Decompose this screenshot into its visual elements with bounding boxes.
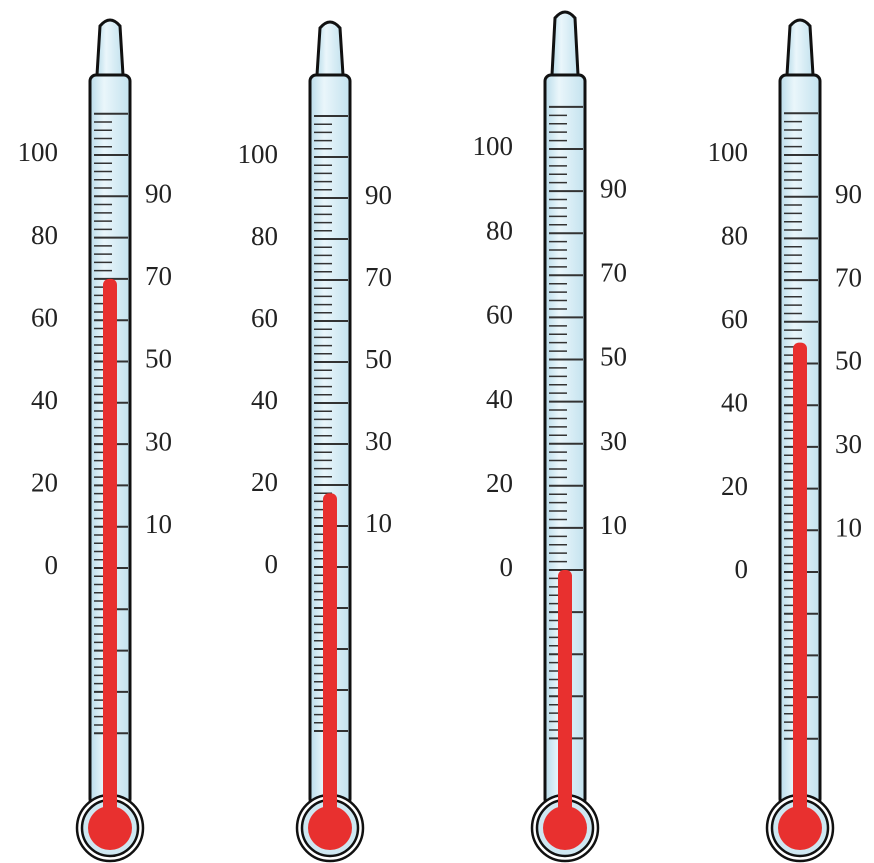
left-scale-label: 100 bbox=[473, 131, 514, 161]
left-scale-label: 100 bbox=[18, 137, 59, 167]
thermometer-cap bbox=[317, 22, 343, 75]
left-scale-label: 80 bbox=[721, 221, 748, 251]
right-scale-label: 30 bbox=[600, 426, 627, 456]
left-scale-label: 20 bbox=[251, 467, 278, 497]
right-scale-label: 30 bbox=[365, 426, 392, 456]
right-scale-label: 30 bbox=[835, 429, 862, 459]
thermometer: 100 80 60 40 20 0 90 70 50 30 10 bbox=[473, 12, 628, 861]
right-scale-label: 90 bbox=[835, 179, 862, 209]
left-scale-label: 100 bbox=[238, 139, 279, 169]
thermometer-cap bbox=[787, 20, 813, 75]
left-scale-label: 40 bbox=[251, 385, 278, 415]
left-scale-label: 0 bbox=[500, 552, 514, 582]
page: 1008060402009070503010100806040200907050… bbox=[0, 0, 874, 863]
left-scale-label: 20 bbox=[31, 468, 58, 498]
thermometer-cap bbox=[552, 12, 578, 75]
liquid-column bbox=[558, 570, 572, 820]
bulb-liquid bbox=[308, 806, 352, 850]
left-scale-label: 20 bbox=[486, 468, 513, 498]
thermometer: 100 80 60 40 20 0 90 70 50 30 10 bbox=[18, 20, 173, 861]
left-scale-label: 100 bbox=[708, 137, 749, 167]
left-scale-label: 80 bbox=[31, 220, 58, 250]
left-scale-label: 60 bbox=[251, 303, 278, 333]
thermometer: 100 80 60 40 20 0 90 70 50 30 10 bbox=[238, 22, 393, 861]
thermometer-figure: 1008060402009070503010100806040200907050… bbox=[0, 0, 874, 863]
left-scale-label: 0 bbox=[45, 550, 59, 580]
liquid-column bbox=[793, 343, 807, 820]
right-scale-label: 10 bbox=[600, 510, 627, 540]
liquid-column bbox=[323, 493, 337, 820]
right-scale-label: 70 bbox=[365, 262, 392, 292]
right-scale-label: 70 bbox=[835, 262, 862, 292]
liquid-column bbox=[103, 279, 117, 820]
right-scale-label: 70 bbox=[145, 261, 172, 291]
right-scale-label: 90 bbox=[145, 179, 172, 209]
left-scale-label: 80 bbox=[486, 215, 513, 245]
left-scale-label: 20 bbox=[721, 471, 748, 501]
left-scale-label: 0 bbox=[265, 549, 279, 579]
right-scale-label: 50 bbox=[835, 346, 862, 376]
left-scale-label: 0 bbox=[735, 554, 749, 584]
right-scale-label: 50 bbox=[600, 342, 627, 372]
bulb-liquid bbox=[88, 806, 132, 850]
bulb-liquid bbox=[778, 806, 822, 850]
right-scale-label: 30 bbox=[145, 426, 172, 456]
right-scale-label: 50 bbox=[365, 344, 392, 374]
left-scale-label: 40 bbox=[31, 385, 58, 415]
left-scale-label: 80 bbox=[251, 221, 278, 251]
right-scale-label: 10 bbox=[365, 508, 392, 538]
right-scale-label: 50 bbox=[145, 344, 172, 374]
left-scale-label: 40 bbox=[486, 384, 513, 414]
bulb-liquid bbox=[543, 806, 587, 850]
left-scale-label: 60 bbox=[31, 302, 58, 332]
left-scale-label: 40 bbox=[721, 387, 748, 417]
right-scale-label: 10 bbox=[145, 509, 172, 539]
right-scale-label: 10 bbox=[835, 513, 862, 543]
right-scale-label: 70 bbox=[600, 258, 627, 288]
left-scale-label: 60 bbox=[486, 300, 513, 330]
thermometer-cap bbox=[97, 20, 123, 75]
right-scale-label: 90 bbox=[365, 180, 392, 210]
thermometer: 100 80 60 40 20 0 90 70 50 30 10 bbox=[708, 20, 863, 861]
left-scale-label: 60 bbox=[721, 304, 748, 334]
right-scale-label: 90 bbox=[600, 173, 627, 203]
